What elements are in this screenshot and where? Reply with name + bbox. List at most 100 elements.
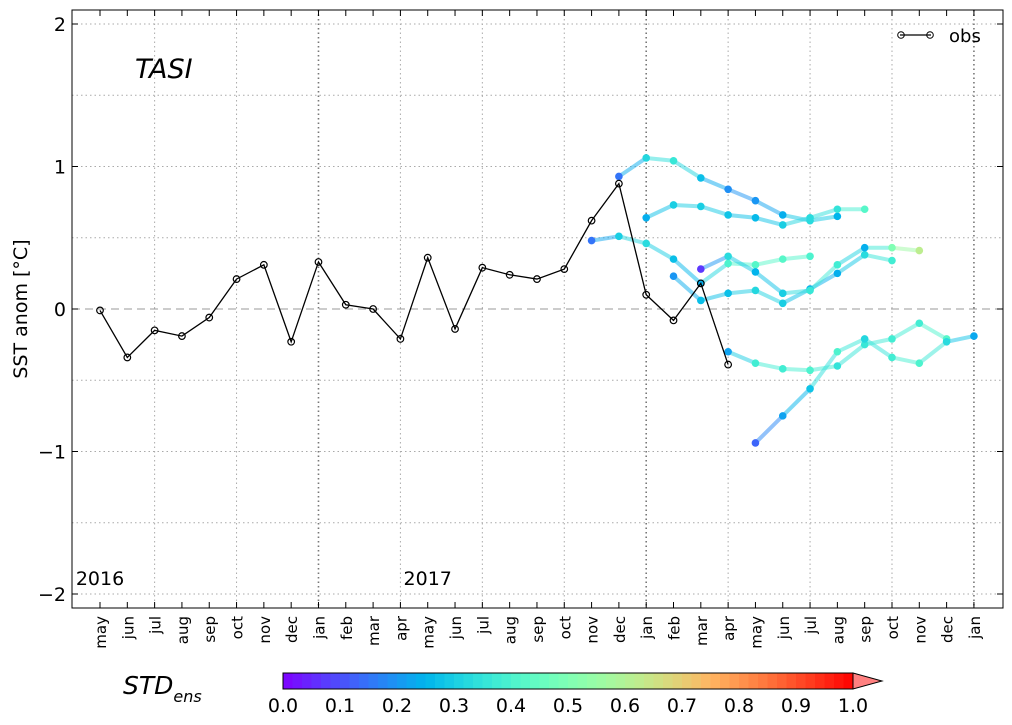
forecast-point [833,269,842,278]
colorbar-segment [359,673,370,689]
forecast-segment [835,342,867,368]
forecast-segment [862,336,894,360]
x-tick-label: oct [556,616,574,639]
y-tick-label: 0 [54,299,66,321]
forecast-point [697,296,705,305]
x-tick-label: apr [392,615,410,641]
x-tick-label: sep [529,616,547,643]
forecast-point [642,239,650,248]
forecast-point [669,157,678,165]
forecast-segment [671,274,703,303]
forecast-segment [753,198,785,217]
obs-point [341,300,350,309]
forecast-segment [808,349,840,391]
obs-line [99,182,729,365]
forecast-segment [726,212,758,220]
colorbar-segment [311,673,322,689]
forecast-point [888,256,896,265]
colorbar-segment [463,673,474,689]
x-tick-label: jan [310,616,328,640]
forecast-point [806,366,814,375]
forecast-segment [780,386,813,418]
forecast-point [642,154,650,162]
forecast-point [697,265,705,273]
colorbar-segment [634,673,645,689]
forecast-point [751,261,760,269]
colorbar-segment [454,673,465,689]
x-tick-label: dec [283,616,301,643]
x-tick-label: may [92,616,110,649]
obs-point [533,275,541,283]
forecast-segment [616,155,649,179]
year-label: 2016 [76,568,124,590]
colorbar-tick-label: 0.5 [553,695,583,717]
forecast-segment [780,215,813,227]
forecast-point [806,214,814,222]
colorbar-extend-arrow [852,672,884,690]
forecast-point [833,205,842,214]
colorbar-segment [606,673,617,689]
forecast-segment [671,257,703,286]
obs-point [560,265,569,274]
colorbar-segment [435,673,446,689]
obs-point [314,258,323,266]
colorbar-segment [292,673,303,689]
forecast-point [860,205,869,214]
legend-marker [926,31,934,39]
forecast-segment [808,214,840,223]
forecast-point [778,221,787,229]
forecast-segment [808,207,840,220]
forecast-segment [644,155,676,163]
colorbar-tick-label: 0.1 [325,695,355,717]
forecast-segment [780,288,813,296]
obs-point [232,275,241,283]
forecast-point [833,362,842,370]
forecast-point [915,246,924,255]
forecast-point [915,359,924,367]
colorbar-tick-label: 1.0 [838,695,868,717]
colorbar-segment [387,673,398,689]
forecast-line [587,232,814,288]
colorbar-segment [663,673,674,689]
forecast-segment [726,349,758,366]
forecast-point [778,289,787,298]
x-axis-ticks: may jun jul aug sep oct nov dec jan feb mar apr may j… [92,10,984,649]
colorbar-segment [416,673,427,689]
forecast-segment [698,291,731,303]
colorbar-segment [530,673,541,689]
forecast-segment [726,288,758,296]
colorbar-segment [321,673,332,689]
forecast-point [669,201,678,209]
forecast-series [587,154,978,447]
forecast-segment [780,366,813,373]
colorbar-segment [568,673,579,689]
colorbar-frame [282,672,854,690]
forecast-segment [780,254,813,262]
forecast-segment [753,215,785,227]
colorbar-segment [834,673,845,689]
obs-point [287,337,296,346]
colorbar-segment [283,673,294,689]
legend-label-obs: obs [949,26,981,47]
colorbar-tick-label: 0.0 [268,695,298,717]
colorbar-segment [767,673,778,689]
colorbar-segment [758,673,769,689]
colorbar-segment [815,673,826,689]
forecast-point [669,255,678,263]
x-tick-label: oct [884,616,902,639]
colorbar-segment [558,673,569,689]
forecast-segment [671,202,703,209]
forecast-point [778,412,787,420]
forecast-point [888,353,896,362]
x-tick-label: dec [611,616,629,643]
colorbar-segment [644,673,655,689]
forecast-point [915,319,924,328]
colorbar-tick-label: 0.4 [496,695,526,717]
x-tick-label: jul [474,616,492,635]
obs-point [696,279,705,288]
colorbar-segment [615,673,626,689]
colorbar-segment [511,673,522,689]
x-tick-label: jan [638,616,656,640]
forecast-point [778,299,787,308]
